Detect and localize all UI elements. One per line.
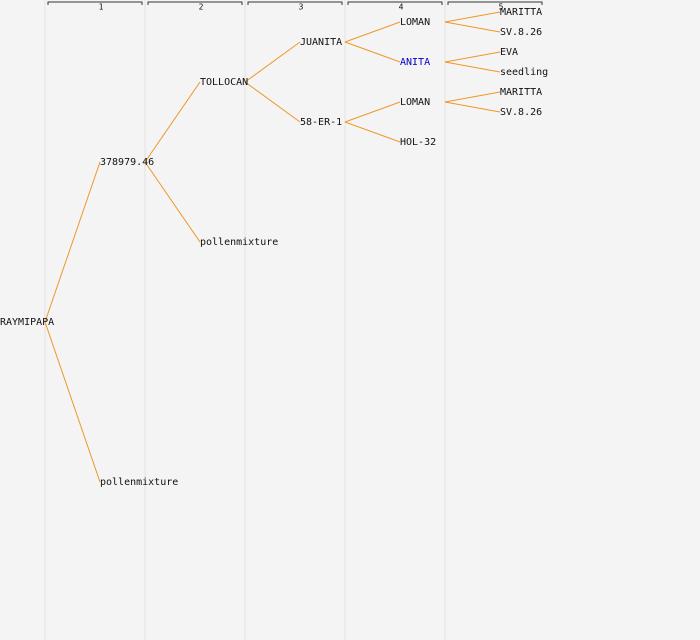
generation-label: 1 — [99, 3, 104, 12]
edge — [144, 81, 201, 163]
edge — [444, 61, 501, 73]
edge — [444, 101, 501, 113]
edge — [44, 321, 101, 483]
node-label: ANITA — [400, 57, 430, 68]
column-bracket — [347, 1, 443, 5]
edge — [144, 161, 201, 243]
node-label: MARITTA — [500, 7, 542, 18]
node-label: 58-ER-1 — [300, 117, 342, 128]
generation-label: 5 — [499, 3, 504, 12]
column-bracket — [47, 1, 143, 5]
edge — [344, 121, 401, 143]
edge — [444, 91, 501, 103]
node-label: LOMAN — [400, 17, 430, 28]
node-label: JUANITA — [300, 37, 342, 48]
edge — [444, 51, 501, 63]
node-label: seedling — [500, 67, 548, 78]
node-label: SV.8.26 — [500, 107, 542, 118]
edge — [44, 161, 101, 323]
generation-label: 3 — [299, 3, 304, 12]
column-bracket — [447, 1, 543, 5]
node-label: 378979.46 — [100, 157, 154, 168]
node-label: pollenmixture — [200, 237, 278, 248]
column-bracket — [147, 1, 243, 5]
node-label: pollenmixture — [100, 477, 178, 488]
edge — [344, 21, 401, 43]
edge — [444, 21, 501, 33]
node-label: LOMAN — [400, 97, 430, 108]
generation-label: 2 — [199, 3, 204, 12]
node-label: EVA — [500, 47, 518, 58]
generation-label: 4 — [399, 3, 404, 12]
node-label: RAYMIPAPA — [0, 317, 54, 328]
node-label: SV.8.26 — [500, 27, 542, 38]
edge — [344, 41, 401, 63]
edge — [244, 41, 301, 83]
node-label: HOL-32 — [400, 137, 436, 148]
edge — [244, 81, 301, 123]
node-label: MARITTA — [500, 87, 542, 98]
edge — [444, 11, 501, 23]
node-label: TOLLOCAN — [200, 77, 248, 88]
edge — [344, 101, 401, 123]
column-bracket — [247, 1, 343, 5]
